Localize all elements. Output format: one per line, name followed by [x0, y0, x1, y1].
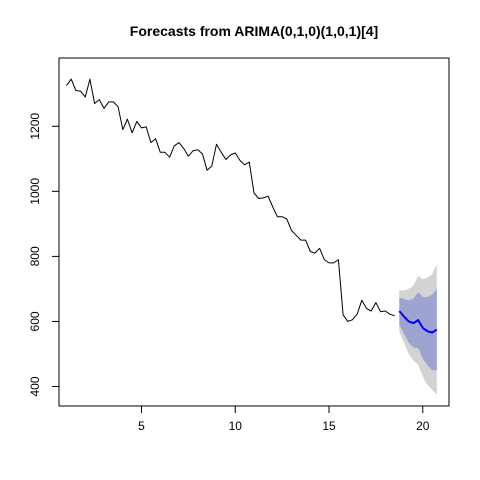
- y-tick-label: 1200: [28, 113, 42, 140]
- x-tick-label: 10: [229, 419, 243, 433]
- plot-frame: [58, 57, 450, 407]
- band-interval-80: [399, 288, 437, 371]
- x-tick-label: 20: [416, 419, 430, 433]
- x-tick-label: 5: [138, 419, 145, 433]
- forecast-bands: [399, 264, 437, 395]
- series-lines: [66, 78, 438, 334]
- y-tick-label: 800: [28, 246, 42, 266]
- chart-title: Forecasts from ARIMA(0,1,0)(1,0,1)[4]: [130, 23, 378, 39]
- y-tick-label: 600: [28, 311, 42, 331]
- y-axis: 400 600 800 1000 1200: [28, 113, 60, 397]
- line-observed: [66, 78, 395, 322]
- y-tick-label: 1000: [28, 178, 42, 205]
- x-tick-label: 15: [322, 419, 336, 433]
- y-tick-label: 400: [28, 376, 42, 396]
- line-forecast-mean: [398, 310, 438, 334]
- x-axis: 5 10 15 20: [138, 405, 430, 433]
